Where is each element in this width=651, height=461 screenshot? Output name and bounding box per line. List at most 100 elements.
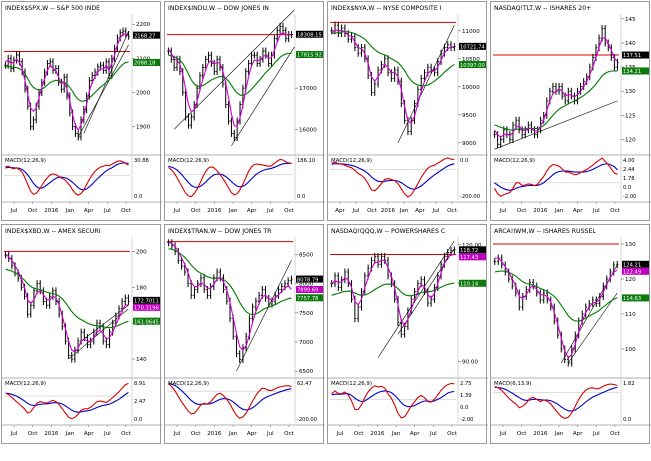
macd-signal-line: [331, 390, 455, 408]
price-bar: [429, 63, 433, 74]
x-tick-label: Apr: [573, 431, 583, 437]
price-bar: [594, 296, 598, 307]
ma-slow-line: [5, 61, 129, 102]
macd-signal-line: [5, 392, 129, 413]
ma-slow-line: [168, 248, 292, 316]
x-tick-label: Jul: [499, 208, 507, 214]
price-bar: [201, 64, 205, 80]
x-tick-label: Jul: [173, 208, 181, 214]
ma-fast-line: [168, 241, 292, 352]
x-tick-label: Jul: [592, 431, 600, 437]
price-bar: [505, 126, 509, 139]
price-bar: [554, 82, 558, 95]
macd-tick-label: 0.0: [460, 405, 468, 411]
price-bar: [566, 87, 570, 105]
x-tick-label: Oct: [284, 208, 294, 214]
price-bar: [413, 100, 416, 124]
y-tick-label: 10500: [462, 57, 480, 63]
price-bar: [576, 87, 579, 105]
price-bar: [356, 303, 360, 323]
price-bar: [207, 51, 210, 63]
trend-line: [80, 304, 129, 342]
x-tick-label: Oct: [191, 431, 201, 437]
price-bar: [235, 117, 239, 142]
price-bar: [235, 332, 238, 358]
y-tick-label: 110: [625, 312, 636, 318]
x-tick-label: Oct: [517, 431, 527, 437]
chart-title: INDEX$XBD,W -- AMEX SECURI: [5, 228, 101, 235]
price-bar: [184, 88, 187, 121]
chart-title: NASDAQ!QQQ,W -- POWERSHARES C: [331, 228, 445, 235]
y-tick-label: 120: [625, 277, 636, 283]
price-bar: [123, 294, 127, 306]
y-tick-label: 9500: [462, 113, 477, 119]
price-bar: [278, 22, 282, 34]
chart-panel: INDEX$TRAN,W -- DOW JONES TR 8500 8000 7500…: [164, 224, 325, 444]
price-tag-label: 17815.92: [297, 53, 322, 59]
macd-label: MACD(12,26,9): [331, 381, 372, 387]
price-bar: [258, 55, 262, 67]
macd-tick-label: 2.44: [623, 167, 635, 173]
macd-tick-label: 2.75: [460, 381, 472, 387]
price-tag: [622, 260, 649, 268]
ma-fast-line: [494, 257, 618, 359]
price-tag-label: 8078.79: [297, 277, 318, 283]
chart-svg: INDEX$NYA,W -- NYSE COMPOSITE I 11000 1050…: [328, 5, 488, 214]
macd-signal-line: [5, 162, 129, 191]
price-tag: [133, 58, 160, 66]
chart-svg: INDEX$TRAN,W -- DOW JONES TR 8500 8000 7500…: [165, 228, 325, 437]
price-tag: [622, 267, 649, 275]
price-tag: [459, 42, 486, 50]
price-tag-label: 161.0645: [134, 319, 159, 325]
macd-line: [331, 157, 455, 198]
x-tick-label: Oct: [191, 208, 201, 214]
price-bar: [290, 275, 293, 285]
x-tick-label: Oct: [121, 208, 131, 214]
chart-panel: NASDAQ!QQQ,W -- POWERSHARES C120.00110.0…: [327, 224, 488, 444]
price-bar: [493, 258, 497, 265]
price-tag: [459, 279, 486, 287]
price-bar: [373, 80, 377, 96]
macd-tick-label: -2.00: [460, 417, 473, 423]
y-tick-label: 8500: [299, 253, 314, 259]
chart-panel: INDEX$XBD,W -- AMEX SECURI20018016014017…: [1, 224, 162, 444]
y-tick-label: 120.00: [462, 243, 482, 249]
y-tick-label: 7000: [299, 340, 314, 346]
macd-tick-label: 8.91: [134, 381, 146, 387]
chart-svg: INDEX$SPX,W -- S&P 500 INDE2200210020001…: [2, 5, 162, 214]
macd-signal-line: [494, 386, 618, 412]
price-bar: [190, 113, 193, 129]
ma-fast-line: [167, 31, 292, 127]
chart-svg: NASDAQ!QQQ,W -- POWERSHARES C120.00110.0…: [328, 228, 488, 437]
price-bar: [376, 252, 380, 268]
macd-line: [5, 160, 129, 196]
price-tag-label: 137.51: [623, 53, 641, 59]
price-bar: [267, 51, 270, 67]
price-bar: [615, 260, 619, 269]
macd-signal-line: [168, 162, 292, 188]
x-tick-label: 2016: [207, 208, 222, 214]
x-tick-label: Jan: [65, 431, 75, 437]
price-bar: [222, 274, 225, 293]
x-tick-label: Jan: [391, 431, 401, 437]
y-tick-label: 140: [136, 357, 147, 363]
trend-line: [231, 46, 295, 146]
x-tick-label: Apr: [84, 431, 94, 437]
macd-tick-label: 0.0: [460, 158, 468, 164]
ma-fast-line: [331, 29, 455, 125]
chart-panel: INDEX$NYA,W -- NYSE COMPOSITE I 11000 1050…: [327, 1, 488, 221]
price-bar: [230, 117, 233, 137]
y-tick-label: 9000: [462, 141, 477, 147]
x-tick-label: Jan: [228, 208, 238, 214]
price-bar: [542, 289, 546, 304]
price-bar: [121, 27, 125, 37]
y-tick-label: 2200: [136, 22, 151, 28]
price-tag: [296, 51, 323, 59]
ma-fast-line: [494, 37, 618, 138]
price-bar: [527, 121, 530, 134]
y-tick-label: 145: [625, 17, 636, 23]
macd-tick-label: 2.47: [134, 399, 146, 405]
y-tick-label: 130: [625, 89, 636, 95]
price-bar: [336, 21, 340, 38]
price-tag: [133, 296, 160, 304]
